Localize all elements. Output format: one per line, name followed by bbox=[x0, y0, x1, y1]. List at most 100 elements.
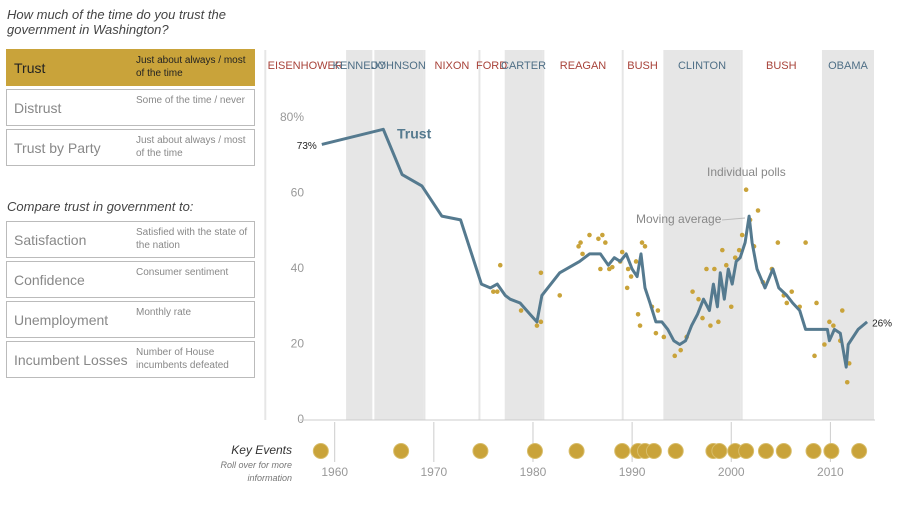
x-tick-label: 2010 bbox=[817, 465, 844, 479]
key-event[interactable] bbox=[711, 443, 728, 459]
menu-button[interactable]: Incumbent Losses Number of House incumben… bbox=[6, 341, 255, 378]
president-band bbox=[374, 50, 424, 420]
key-event[interactable] bbox=[645, 443, 662, 459]
poll-point bbox=[624, 285, 630, 291]
button-label: Unemployment bbox=[14, 312, 109, 328]
president-band bbox=[504, 50, 543, 420]
president-band bbox=[663, 50, 741, 420]
poll-point bbox=[827, 319, 832, 325]
poll-point bbox=[661, 334, 667, 340]
menu-button[interactable]: Satisfaction Satisfied with the state of … bbox=[6, 221, 255, 258]
poll-point bbox=[494, 289, 500, 294]
poll-point bbox=[625, 266, 631, 272]
poll-point bbox=[642, 244, 648, 249]
poll-point bbox=[596, 236, 601, 242]
poll-point bbox=[743, 187, 749, 193]
key-event[interactable] bbox=[393, 443, 410, 459]
menu-button[interactable]: Distrust Some of the time / never bbox=[6, 89, 255, 126]
x-tick-label: 1960 bbox=[321, 465, 348, 479]
poll-point bbox=[732, 255, 738, 260]
button-label: Satisfaction bbox=[14, 232, 87, 248]
menu-button[interactable]: Confidence Consumer sentiment bbox=[6, 261, 255, 298]
poll-point bbox=[580, 251, 585, 257]
key-event[interactable] bbox=[738, 443, 755, 459]
key-event[interactable] bbox=[851, 443, 868, 459]
poll-point bbox=[736, 247, 742, 253]
button-label: Trust bbox=[14, 60, 46, 76]
poll-point bbox=[578, 240, 583, 245]
poll-point bbox=[822, 342, 827, 347]
poll-point bbox=[755, 208, 761, 213]
poll-point bbox=[609, 264, 615, 270]
key-event[interactable] bbox=[614, 443, 631, 459]
poll-point bbox=[600, 232, 605, 238]
menu-button[interactable]: Trust Just about always / most of the tim… bbox=[6, 49, 255, 86]
poll-point bbox=[603, 240, 608, 245]
value-label: 26% bbox=[872, 318, 892, 329]
poll-point bbox=[696, 296, 701, 302]
president-label: CARTER bbox=[501, 60, 546, 72]
poll-point bbox=[775, 240, 781, 245]
annotation-leader bbox=[721, 217, 746, 221]
key-event[interactable] bbox=[568, 443, 585, 459]
poll-point bbox=[716, 319, 721, 325]
president-label: EISENHOWER bbox=[268, 60, 343, 72]
x-tick-label: 1980 bbox=[520, 465, 547, 479]
poll-point bbox=[557, 293, 563, 298]
question: How much of the time do you trust the go… bbox=[7, 7, 226, 37]
button-label: Confidence bbox=[14, 272, 85, 288]
poll-point bbox=[672, 353, 678, 359]
key-event[interactable] bbox=[312, 443, 329, 459]
president-label: KENNEDY bbox=[333, 60, 387, 72]
poll-point bbox=[538, 319, 544, 325]
poll-point bbox=[784, 300, 790, 306]
president-label: OBAMA bbox=[828, 60, 868, 72]
key-event[interactable] bbox=[757, 443, 774, 459]
key-event[interactable] bbox=[472, 443, 489, 459]
poll-point bbox=[844, 379, 850, 385]
poll-point bbox=[628, 274, 634, 279]
president-label: CLINTON bbox=[678, 60, 726, 72]
x-tick-label: 1970 bbox=[420, 465, 447, 479]
menu-button[interactable]: Trust by Party Just about always / most o… bbox=[6, 129, 255, 166]
poll-point bbox=[831, 323, 836, 328]
button-description: Some of the time / never bbox=[136, 95, 245, 106]
poll-point bbox=[491, 289, 496, 294]
y-tick-label: 20 bbox=[291, 337, 305, 351]
key-event[interactable] bbox=[823, 443, 840, 459]
key-event[interactable] bbox=[775, 443, 792, 459]
poll-point bbox=[518, 308, 524, 313]
poll-point bbox=[598, 266, 603, 272]
compare-heading: Compare trust in government to: bbox=[7, 199, 194, 214]
button-description: Number of House incumbents defeated bbox=[136, 347, 229, 371]
poll-point bbox=[728, 304, 734, 310]
president-label: JOHNSON bbox=[372, 60, 426, 72]
president-label: FORD bbox=[476, 60, 507, 72]
button-description: Monthly rate bbox=[136, 307, 192, 318]
poll-point bbox=[538, 270, 544, 276]
poll-point bbox=[700, 315, 705, 321]
poll-point bbox=[720, 247, 725, 253]
key-event[interactable] bbox=[526, 443, 543, 459]
poll-point bbox=[655, 308, 661, 313]
button-label: Incumbent Losses bbox=[14, 352, 128, 368]
poll-point bbox=[639, 240, 645, 245]
poll-point bbox=[789, 289, 795, 294]
button-description: Just about always / most of the time bbox=[136, 55, 246, 79]
poll-point bbox=[653, 330, 659, 336]
y-tick-label: 40 bbox=[291, 261, 305, 275]
poll-point bbox=[839, 308, 845, 313]
president-bands bbox=[264, 50, 874, 420]
poll-point bbox=[704, 266, 709, 272]
poll-point bbox=[678, 347, 683, 353]
poll-point bbox=[587, 232, 592, 238]
president-label: REAGAN bbox=[560, 60, 607, 72]
menu-button[interactable]: Unemployment Monthly rate bbox=[6, 301, 255, 338]
poll-point bbox=[635, 312, 641, 317]
key-events-title: Key Events bbox=[231, 443, 292, 457]
key-event[interactable] bbox=[667, 443, 684, 459]
poll-point bbox=[812, 353, 817, 359]
key-event[interactable] bbox=[805, 443, 822, 459]
